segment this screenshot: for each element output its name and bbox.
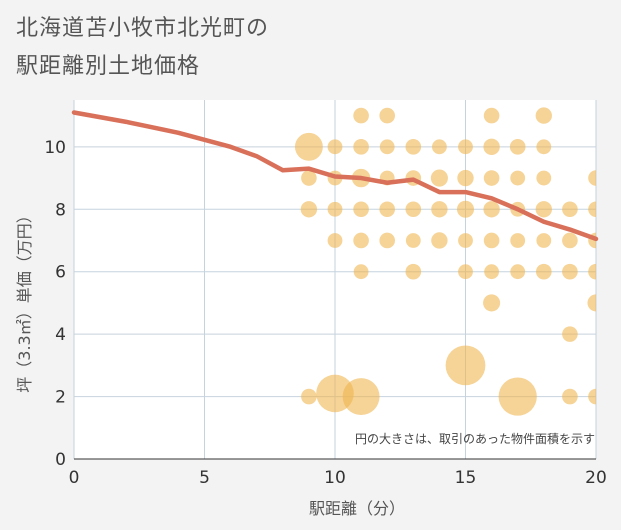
- bubble-point: [353, 201, 369, 218]
- bubble-point: [483, 107, 500, 124]
- y-tick-label: 10: [44, 138, 66, 158]
- bubble-point: [405, 201, 422, 218]
- bubble-point: [536, 139, 552, 155]
- bubble-point: [588, 170, 596, 186]
- bubble-point: [456, 200, 475, 218]
- bubble-size-note: 円の大きさは、取引のあった物件面積を示す: [355, 431, 595, 446]
- bubble-point: [353, 232, 369, 249]
- chart-title-line-2: 駅距離別土地価格: [16, 54, 201, 79]
- x-tick-label: 10: [324, 468, 346, 488]
- bubble-point: [562, 326, 578, 342]
- bubble-point: [405, 263, 422, 280]
- bubble-point: [562, 201, 578, 218]
- bubble-point: [431, 232, 448, 249]
- bubble-point: [510, 233, 526, 248]
- bubble-point: [588, 263, 596, 280]
- bubble-point: [536, 263, 552, 280]
- bubble-point: [379, 201, 396, 218]
- bubble-point: [342, 378, 380, 416]
- bubble-series: [294, 107, 596, 416]
- bubble-point: [510, 264, 526, 280]
- bubble-point: [327, 201, 343, 217]
- y-axis-ticks: 0 2 4 6 8 10: [44, 138, 66, 470]
- y-tick-label: 0: [55, 450, 66, 470]
- bubble-point: [509, 139, 526, 155]
- bubble-point: [379, 139, 395, 155]
- bubble-point: [535, 107, 552, 124]
- bubble-point: [405, 233, 421, 248]
- chart-title-line-1: 北海道苫小牧市北光町の: [16, 16, 270, 41]
- bubble-point: [483, 138, 500, 156]
- bubble-point: [483, 294, 501, 312]
- bubble-point: [458, 264, 473, 280]
- bubble-point: [327, 139, 343, 155]
- bubble-point: [535, 201, 552, 218]
- bubble-point: [294, 132, 323, 161]
- y-axis-label: 坪（3.3㎡）単価（万円）: [15, 207, 34, 392]
- bubble-point: [483, 201, 500, 218]
- x-tick-label: 20: [585, 468, 607, 488]
- x-tick-label: 5: [199, 468, 210, 488]
- x-axis-ticks: 0 5 10 15 20: [69, 468, 607, 488]
- bubble-point: [301, 170, 317, 186]
- bubble-point: [327, 233, 343, 248]
- y-tick-label: 4: [55, 325, 66, 345]
- x-tick-label: 0: [69, 468, 80, 488]
- bubble-point: [536, 170, 552, 186]
- bubble-point: [353, 264, 369, 280]
- bubble-point: [457, 169, 474, 187]
- bubble-point: [405, 139, 422, 155]
- x-axis-label: 駅距離（分）: [309, 499, 405, 518]
- bubble-point: [562, 388, 578, 405]
- bubble-point: [536, 233, 552, 248]
- trend-line-group: [71, 110, 599, 242]
- bubble-point: [379, 232, 396, 249]
- y-tick-label: 2: [55, 388, 66, 408]
- trend-line: [71, 110, 599, 242]
- bubble-point: [379, 107, 396, 124]
- bubble-point: [483, 232, 500, 249]
- bubble-point: [432, 139, 447, 155]
- bubble-point: [431, 201, 448, 218]
- y-tick-label: 6: [55, 263, 66, 283]
- bubble-point: [498, 377, 537, 416]
- bubble-point: [458, 233, 473, 248]
- bubble-point: [353, 107, 369, 124]
- bubble-point: [458, 139, 473, 155]
- bubble-point: [562, 232, 578, 249]
- y-tick-label: 8: [55, 200, 66, 220]
- bubble-point: [587, 294, 596, 312]
- bubble-point: [484, 264, 499, 280]
- bubble-point: [445, 345, 486, 386]
- bubble-point: [353, 139, 369, 155]
- bubble-point: [483, 170, 500, 186]
- bubble-point: [588, 388, 596, 405]
- bubble-point: [430, 169, 448, 187]
- bubble-point: [510, 170, 526, 186]
- bubble-point: [588, 201, 596, 218]
- bubble-point: [300, 201, 318, 218]
- x-tick-label: 15: [455, 468, 477, 488]
- bubble-point: [301, 388, 317, 405]
- bubble-point: [562, 263, 578, 280]
